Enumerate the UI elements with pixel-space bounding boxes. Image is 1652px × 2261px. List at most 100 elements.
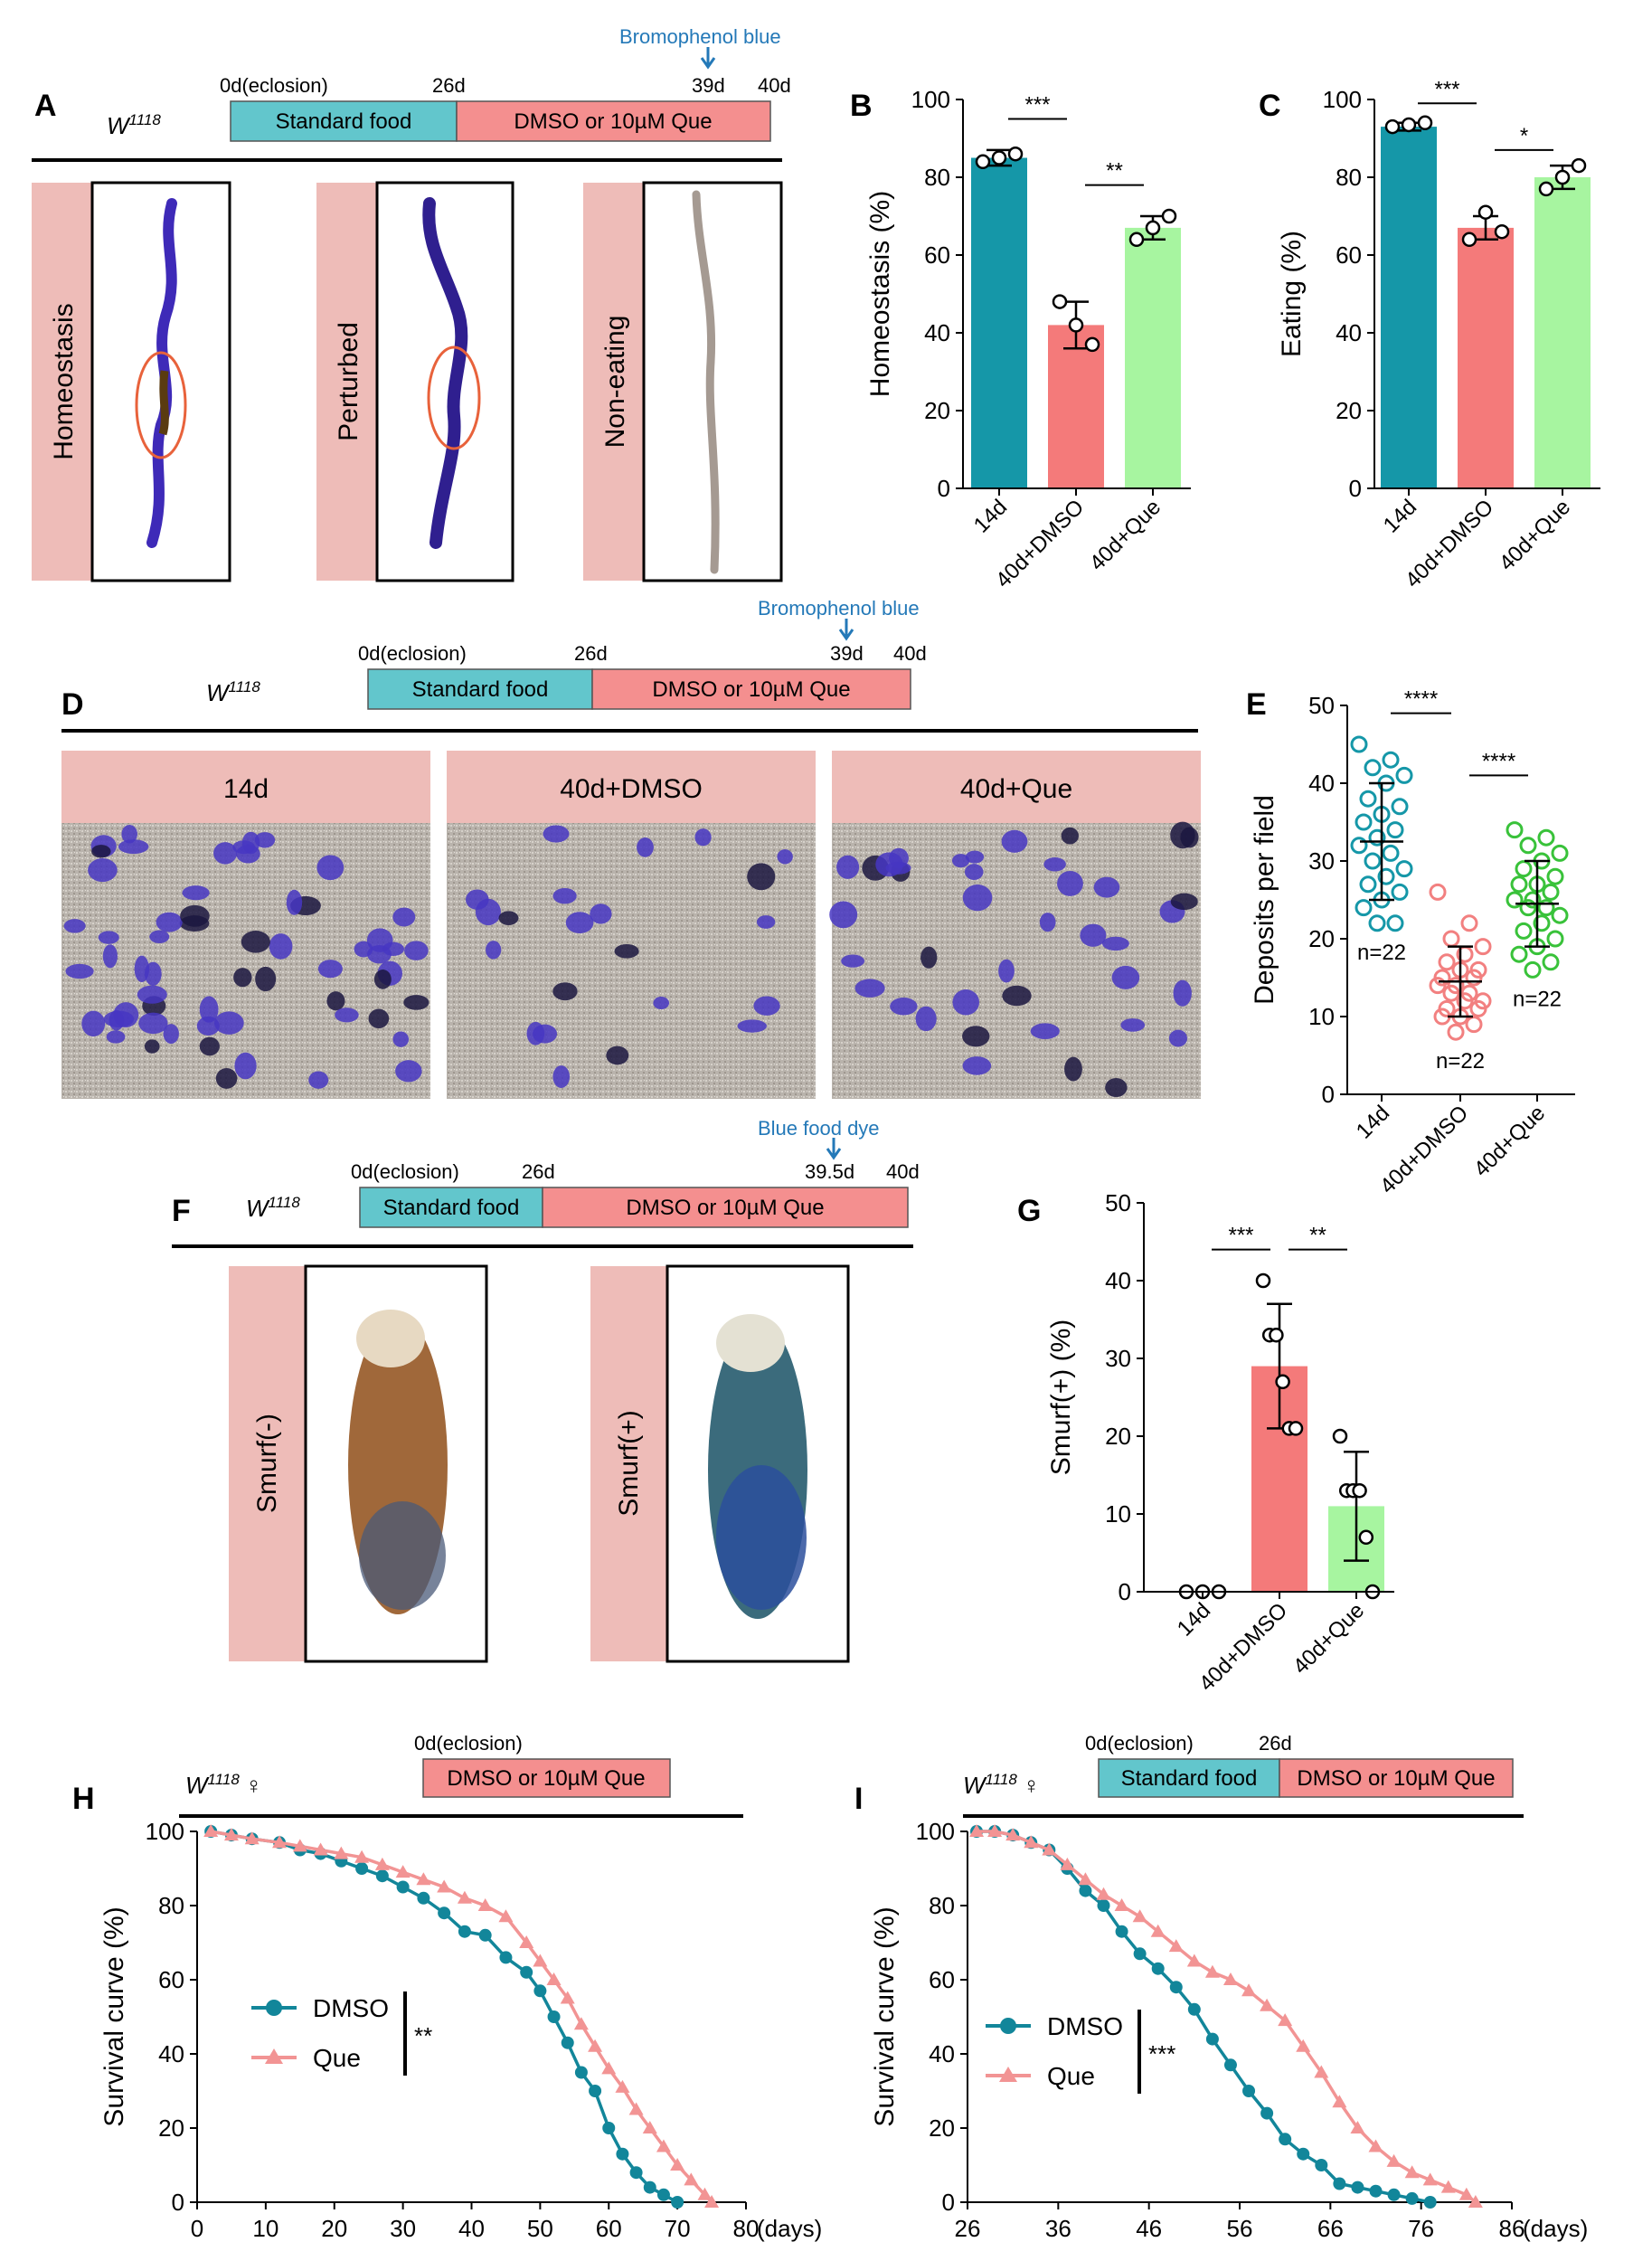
image-label-band <box>583 183 644 581</box>
series-marker-circle <box>1205 2032 1219 2046</box>
series-marker-triangle <box>546 1972 562 1985</box>
deposit-spot <box>215 1068 238 1089</box>
deposit-spot <box>199 1036 220 1056</box>
deposit-spot <box>392 907 416 927</box>
series-marker-circle <box>616 2147 629 2161</box>
data-point <box>1084 336 1100 353</box>
y-axis-label: Eating (%) <box>1277 231 1307 357</box>
x-tick-label: 40d+Que <box>1085 495 1166 575</box>
y-tick-label: 100 <box>1323 86 1362 113</box>
y-tick-label: 40 <box>1308 770 1335 797</box>
deposit-spot <box>106 1030 126 1044</box>
series-marker-triangle <box>334 1846 349 1859</box>
image-label-band <box>229 1266 306 1661</box>
timeline-mid-label: 26d <box>432 74 466 97</box>
data-point <box>1438 953 1456 971</box>
data-point <box>1332 1428 1348 1444</box>
legend-label: Que <box>1047 2062 1095 2090</box>
deposit-spot <box>354 941 373 958</box>
deposit-spot <box>998 959 1015 983</box>
strain-label: W1118 <box>246 1194 300 1222</box>
deposit-spot <box>1064 1056 1082 1082</box>
deposit-spot <box>404 941 429 960</box>
y-tick-label: 100 <box>911 86 950 113</box>
deposit-spot <box>552 982 578 1001</box>
data-point <box>1386 821 1404 839</box>
deposit-spot <box>180 904 210 927</box>
series-marker-circle <box>478 1928 492 1942</box>
legend-marker-circle <box>1000 2018 1016 2034</box>
y-tick-label: 20 <box>929 2114 955 2142</box>
smurf-images-f: Smurf(-) Smurf(+) <box>229 1264 850 1663</box>
image-label-band <box>316 183 377 581</box>
series-marker-triangle <box>684 2172 699 2186</box>
image-header <box>447 751 816 823</box>
deposit-spot <box>962 1056 992 1075</box>
timeline-seg1-label: Standard food <box>412 677 549 702</box>
data-point <box>1068 317 1084 333</box>
x-tick-label: 40 <box>458 2215 485 2242</box>
gut-unstained-segment <box>158 370 169 436</box>
deposit-spot <box>395 1060 422 1083</box>
indicator-label: Bromophenol blue <box>758 597 920 620</box>
timeline-end-label: 40d <box>758 74 791 97</box>
deposit-spot <box>920 946 938 969</box>
indicator-arrow <box>838 619 854 641</box>
series-marker-triangle <box>1024 1835 1039 1849</box>
series-marker-circle <box>520 1965 533 1979</box>
y-tick-label: 0 <box>1322 1081 1335 1108</box>
panel-letter-f: F <box>172 1194 191 1228</box>
x-tick-label: 40d+Que <box>1495 495 1575 575</box>
series-marker-circle <box>561 2036 574 2049</box>
fly-abdomen <box>716 1465 807 1610</box>
image-label-band <box>590 1266 667 1661</box>
data-point <box>1510 945 1528 963</box>
y-tick-label: 20 <box>924 397 950 424</box>
deposit-spot <box>326 991 345 1011</box>
data-point <box>1350 735 1368 753</box>
data-point <box>1145 220 1161 236</box>
deposit-spot <box>373 969 392 989</box>
indicator-label: Blue food dye <box>758 1117 880 1140</box>
deposit-spot <box>1057 870 1083 896</box>
deposit-spot <box>1030 1023 1060 1040</box>
deposit-spot <box>213 1011 244 1035</box>
timeline-start-label: 0d(eclosion) <box>220 74 328 97</box>
data-point <box>1477 204 1494 220</box>
deposit-spot <box>65 963 94 979</box>
deposit-spot <box>103 1010 135 1028</box>
series-marker-triangle <box>1296 2039 1311 2052</box>
deposit-spot <box>1105 1078 1128 1098</box>
series-marker-triangle <box>313 1842 328 1856</box>
y-tick-label: 60 <box>158 1966 184 1993</box>
deposit-spot <box>1170 893 1198 911</box>
series-marker-circle <box>574 2066 588 2079</box>
deposit-spot <box>98 931 119 944</box>
y-tick-label: 50 <box>1308 692 1335 719</box>
series-marker-triangle <box>1458 2187 1474 2200</box>
data-point <box>975 154 991 170</box>
deposit-spot <box>1043 856 1066 872</box>
data-point <box>1442 984 1460 1002</box>
timeline-i: W1118 ♀ 0d(eclosion) 26d Standard food DM… <box>963 1732 1524 1818</box>
deposit-spot <box>962 1026 990 1047</box>
series-marker-triangle <box>292 1839 307 1852</box>
series-marker-triangle <box>560 1991 575 2004</box>
series-marker-triangle <box>477 1898 493 1911</box>
timeline-marker-label: 39d <box>692 74 725 97</box>
significance-label: ** <box>414 2022 432 2049</box>
legend-marker-circle <box>266 2000 282 2016</box>
deposit-spot <box>756 915 776 929</box>
deposit-spot <box>1168 1029 1187 1047</box>
deposit-spot <box>316 855 345 881</box>
series-line <box>977 1830 1431 2204</box>
x-tick-label: 14d <box>969 495 1012 537</box>
deposit-spot <box>234 1052 257 1080</box>
timeline-seg2-label: DMSO or 10µM Que <box>447 1766 645 1791</box>
image-header-label: 40d+Que <box>960 774 1072 804</box>
deposit-spot <box>606 1045 629 1065</box>
deposit-spot <box>1170 821 1195 849</box>
